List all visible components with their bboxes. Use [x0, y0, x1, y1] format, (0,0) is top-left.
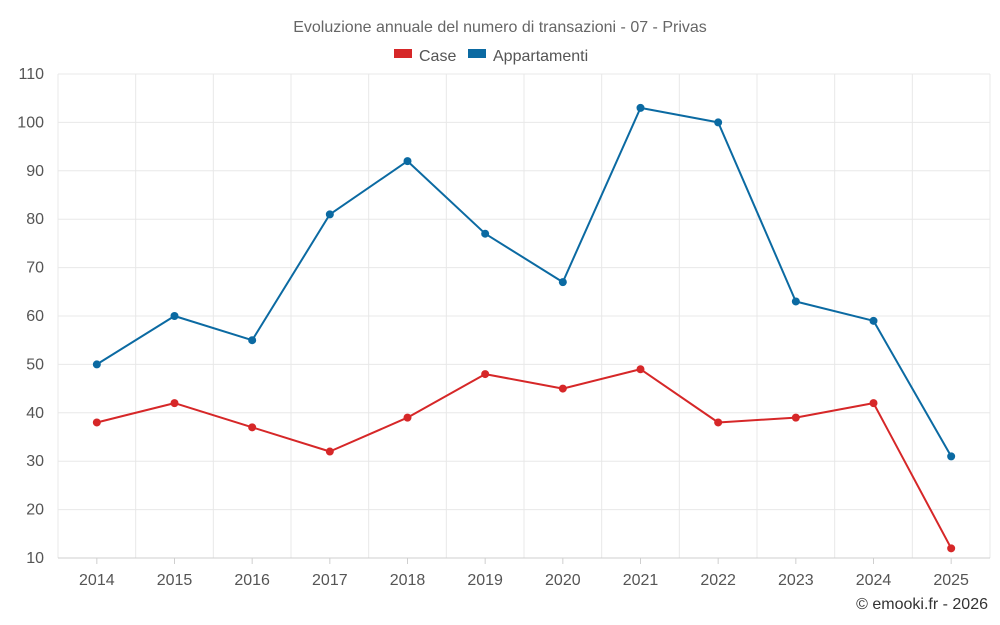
chart-title: Evoluzione annuale del numero di transaz…: [293, 19, 707, 36]
data-point-case[interactable]: [403, 413, 412, 422]
data-point-case[interactable]: [636, 365, 645, 374]
x-axis: 2014 2015 2016 2017 2018 2019 2020 2021 2022 2023…: [58, 557, 990, 589]
legend-swatch-appartamenti: [468, 49, 486, 58]
legend-label-appartamenti: Appartamenti: [493, 48, 588, 65]
y-tick-label: 40: [26, 405, 44, 422]
legend-swatch-case: [394, 49, 412, 58]
legend-item-case[interactable]: Case: [394, 48, 456, 65]
data-point-appartamenti[interactable]: [714, 118, 723, 127]
data-point-case[interactable]: [92, 418, 101, 427]
data-point-case[interactable]: [558, 384, 567, 393]
x-tick-label: 2025: [933, 572, 969, 589]
x-tick-label: 2016: [234, 572, 270, 589]
y-axis: 10 20 30 40 50 60 70 80 90 100 110: [17, 66, 44, 567]
data-point-case[interactable]: [714, 418, 723, 427]
legend: Case Appartamenti: [394, 48, 588, 65]
series-case: [92, 365, 956, 553]
y-tick-label: 60: [26, 308, 44, 325]
data-point-case[interactable]: [791, 413, 800, 422]
data-point-case[interactable]: [325, 447, 334, 456]
y-tick-label: 30: [26, 453, 44, 470]
x-tick-label: 2024: [856, 572, 892, 589]
data-point-appartamenti[interactable]: [558, 278, 567, 287]
y-tick-label: 70: [26, 260, 44, 277]
y-tick-label: 10: [26, 550, 44, 567]
data-point-case[interactable]: [481, 370, 490, 379]
x-tick-label: 2015: [157, 572, 193, 589]
data-point-case[interactable]: [947, 544, 956, 553]
series-line-appartamenti: [96, 106, 953, 457]
y-tick-label: 110: [18, 66, 44, 83]
series-line-case: [96, 368, 953, 549]
credit-text: © emooki.fr - 2026: [856, 596, 988, 613]
x-tick-label: 2021: [623, 572, 659, 589]
data-point-appartamenti[interactable]: [403, 157, 412, 166]
data-point-appartamenti[interactable]: [92, 360, 101, 369]
y-tick-label: 100: [17, 114, 44, 131]
x-tick-label: 2018: [390, 572, 426, 589]
data-point-case[interactable]: [869, 399, 878, 408]
legend-label-case: Case: [419, 48, 456, 65]
x-tick-label: 2022: [700, 572, 736, 589]
legend-item-appartamenti[interactable]: Appartamenti: [468, 48, 588, 65]
data-point-case[interactable]: [170, 399, 179, 408]
data-point-appartamenti[interactable]: [248, 336, 257, 345]
data-point-appartamenti[interactable]: [791, 297, 800, 306]
data-point-appartamenti[interactable]: [170, 312, 179, 320]
x-tick-label: 2020: [545, 572, 581, 589]
series: [92, 103, 956, 553]
data-point-appartamenti[interactable]: [869, 316, 878, 325]
x-tick-label: 2014: [79, 572, 115, 589]
y-tick-label: 20: [26, 502, 44, 519]
data-point-appartamenti[interactable]: [481, 229, 490, 238]
x-tick-label: 2023: [778, 572, 814, 589]
y-tick-label: 50: [26, 356, 44, 373]
data-point-appartamenti[interactable]: [325, 210, 334, 219]
data-point-appartamenti[interactable]: [636, 103, 645, 112]
data-point-case[interactable]: [248, 423, 257, 432]
y-tick-label: 80: [26, 211, 44, 228]
y-tick-label: 90: [26, 163, 44, 180]
x-tick-label: 2017: [312, 572, 348, 589]
data-point-appartamenti[interactable]: [947, 452, 956, 461]
series-appartamenti: [92, 103, 956, 461]
x-tick-label: 2019: [467, 572, 503, 589]
